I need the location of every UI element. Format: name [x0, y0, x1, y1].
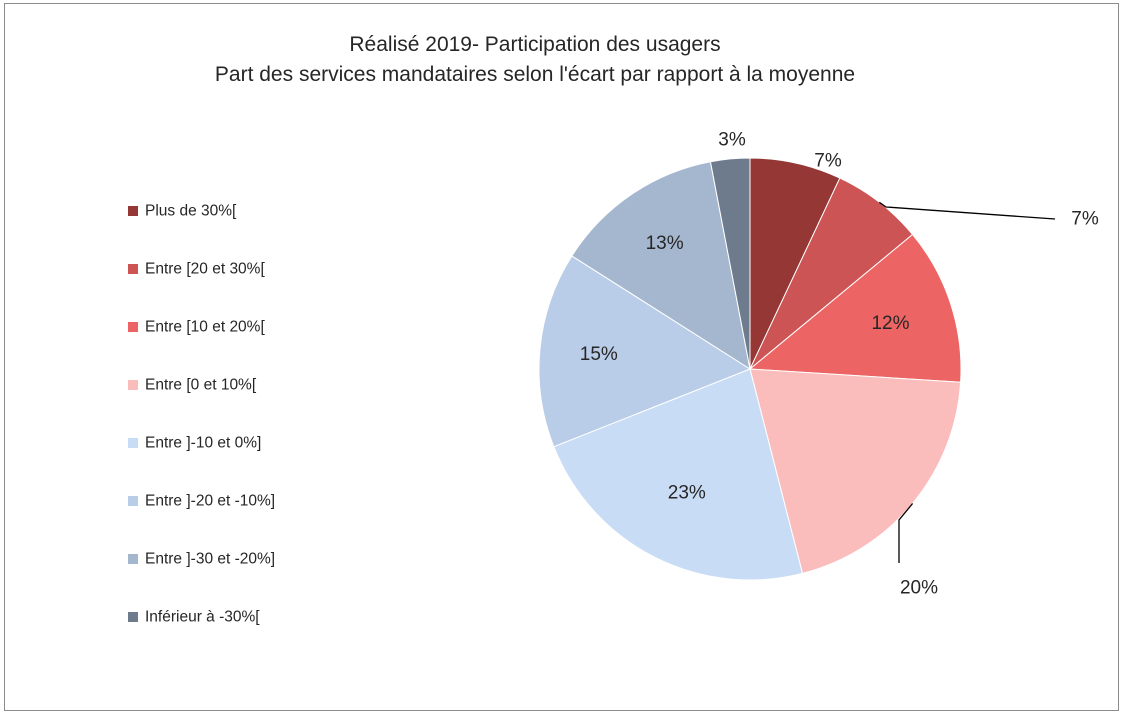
legend-label-entre-20-et-30: Entre [20 et 30%[	[145, 261, 265, 278]
pie-slice-entre-30-et-20	[571, 161, 751, 371]
leader-line-entre-0-et-10	[898, 503, 914, 563]
leader-lines	[878, 201, 1056, 563]
pie-slice-entre-20-et-10	[538, 255, 752, 448]
data-label-plus-de-30: 7%	[814, 151, 842, 172]
legend-swatch-plus-de-30	[128, 206, 138, 216]
pie-slice-inf-rieur-30	[709, 157, 751, 370]
chart-title: Réalisé 2019- Participation des usagers	[349, 33, 721, 56]
pie-slices	[538, 157, 962, 581]
data-label-entre-20-et-30: 7%	[1071, 209, 1099, 230]
legend-swatch-inf-rieur-30	[128, 612, 138, 622]
data-label-entre-30-et-20: 13%	[646, 233, 684, 254]
legend-swatch-entre-10-et-20	[128, 322, 138, 332]
data-label-inf-rieur-30: 3%	[718, 130, 746, 151]
legend: Plus de 30%[ Entre [20 et 30%[ Entre [10 e…	[128, 203, 275, 626]
data-label-entre-10-et-0: 23%	[668, 483, 706, 504]
legend-swatch-entre-20-et-30	[128, 264, 138, 274]
chart-title-block: Réalisé 2019- Participation des usagers …	[0, 30, 1070, 90]
legend-label-entre-10-et-20: Entre [10 et 20%[	[145, 319, 265, 336]
data-label-entre-0-et-10: 20%	[900, 578, 938, 599]
data-label-entre-20-et-10: 15%	[580, 344, 618, 365]
chart-subtitle: Part des services mandataires selon l'éc…	[214, 63, 856, 86]
legend-label-entre-20-et-10: Entre ]-20 et -10%]	[145, 493, 275, 510]
legend-swatch-entre-10-et-0	[128, 438, 138, 448]
legend-swatch-entre-20-et-10	[128, 496, 138, 506]
legend-label-entre-0-et-10: Entre [0 et 10%[	[145, 377, 257, 394]
data-labels: 7% 7% 12% 20% 23% 15% 13% 3%	[580, 130, 1099, 599]
legend-label-inf-rieur-30: Inférieur à -30%[	[145, 609, 260, 626]
leader-line-entre-20-et-30	[878, 201, 1056, 220]
legend-swatch-entre-30-et-20	[128, 554, 138, 564]
pie-slice-entre-10-et-20	[748, 233, 962, 383]
data-label-entre-10-et-20: 12%	[871, 313, 909, 334]
legend-swatch-entre-0-et-10	[128, 380, 138, 390]
legend-label-entre-10-et-0: Entre ]-10 et 0%]	[145, 435, 261, 452]
pie-slice-entre-10-et-0	[553, 368, 804, 581]
legend-label-plus-de-30: Plus de 30%[	[145, 203, 237, 220]
legend-label-entre-30-et-20: Entre ]-30 et -20%]	[145, 551, 275, 568]
